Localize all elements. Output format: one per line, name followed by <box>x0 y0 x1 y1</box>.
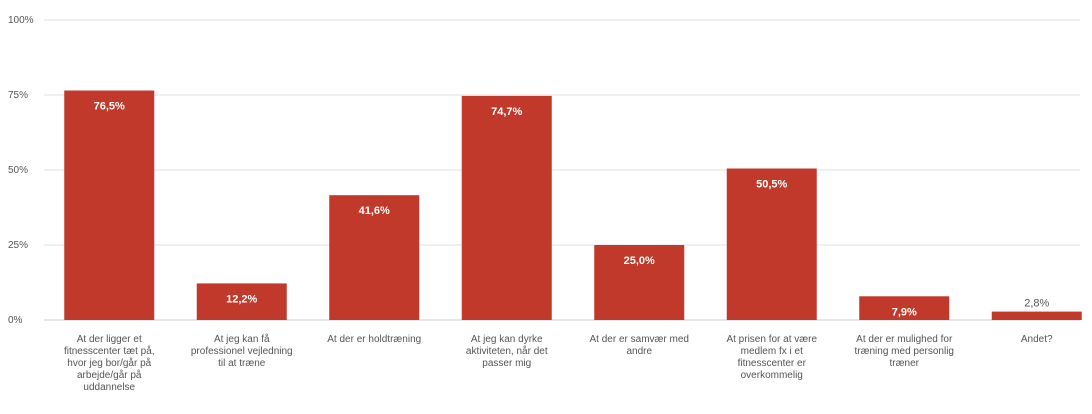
x-category-label: At der er mulighed for træning med perso… <box>854 334 955 369</box>
x-category-label: At jeg kan få professionel vejledning ti… <box>190 334 293 369</box>
y-tick-label: 100% <box>8 15 34 26</box>
data-label: 25,0% <box>624 255 655 267</box>
data-label: 7,9% <box>892 306 917 318</box>
data-label: 50,5% <box>756 179 787 191</box>
x-category-label: At jeg kan dyrke aktiviteten, når det pa… <box>465 334 548 369</box>
y-tick-label: 25% <box>8 240 28 251</box>
data-label: 12,2% <box>226 293 257 305</box>
data-label: 76,5% <box>94 101 125 113</box>
x-category-label: At der ligger et fitnesscenter tæt på, h… <box>63 334 155 393</box>
x-category-label: At der er samvær med andre <box>589 334 689 357</box>
bar <box>64 90 155 320</box>
bar <box>196 283 287 320</box>
y-tick-label: 75% <box>8 90 28 101</box>
x-category-label: At prisen for at være medlem fx i et fit… <box>726 334 818 381</box>
y-tick-label: 50% <box>8 165 28 176</box>
bar <box>859 296 950 320</box>
x-category-label: Andet? <box>1020 334 1053 345</box>
bar <box>726 168 817 320</box>
bar <box>991 311 1082 320</box>
bar <box>329 195 420 320</box>
x-category-label: At der er holdtræning <box>327 334 422 345</box>
data-label: 2,8% <box>1024 298 1049 310</box>
bar <box>461 95 552 321</box>
data-label: 41,6% <box>359 205 390 217</box>
data-label: 74,7% <box>491 106 522 118</box>
y-tick-label: 0% <box>8 315 23 326</box>
bar <box>594 245 685 320</box>
